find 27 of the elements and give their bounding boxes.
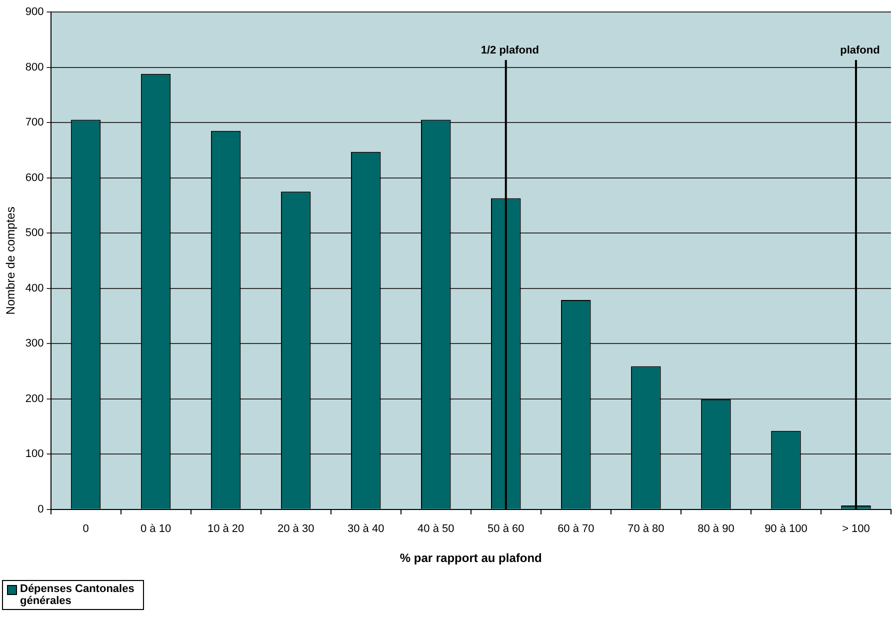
y-tick-label: 100	[25, 448, 44, 460]
x-tick-label: > 100	[842, 523, 870, 536]
y-tick-label: 300	[25, 338, 44, 350]
x-tick-label: 90 à 100	[764, 523, 808, 536]
x-tick-label: 50 à 60	[488, 523, 524, 536]
y-tick-label: 0	[38, 503, 44, 516]
x-tick-label: 20 à 30	[277, 523, 314, 536]
y-tick-label: 800	[25, 61, 44, 74]
x-tick-label: 80 à 90	[698, 523, 734, 536]
x-tick-label: 30 à 40	[347, 523, 384, 536]
y-tick-label: 200	[25, 392, 44, 405]
x-tick-label: 40 à 50	[418, 523, 454, 536]
x-axis-title: % par rapport au plafond	[400, 551, 542, 566]
y-tick-label: 600	[25, 172, 44, 184]
y-tick-label: 900	[25, 6, 44, 18]
y-axis-title: Nombre de comptes	[4, 206, 18, 315]
x-tick-label: 10 à 20	[207, 523, 244, 536]
y-tick-label: 400	[25, 282, 44, 294]
ref-line-label: 1/2 plafond	[480, 44, 539, 57]
x-tick-label: 70 à 80	[628, 523, 664, 536]
x-tick-label: 0 à 10	[140, 523, 172, 536]
x-tick-label: 0	[82, 523, 89, 536]
y-tick-label: 700	[25, 116, 44, 129]
y-tick-label: 500	[25, 227, 44, 240]
ref-line-label: plafond	[840, 44, 880, 57]
x-tick-label: 60 à 70	[558, 523, 594, 536]
legend-label: Dépenses Cantonales générales	[20, 583, 136, 607]
